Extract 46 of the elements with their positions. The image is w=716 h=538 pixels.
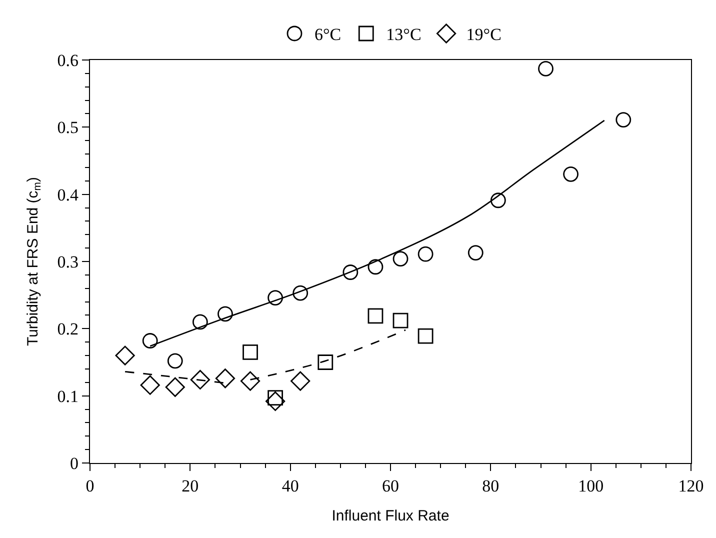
- x-tick-label: 40: [282, 476, 299, 496]
- point: [165, 377, 185, 397]
- point: [392, 251, 408, 267]
- x-tick-label: 60: [382, 476, 399, 496]
- point: [266, 391, 286, 412]
- legend-label: 19°C: [466, 25, 502, 44]
- point: [192, 314, 208, 330]
- y-tick-label: 0.3: [57, 252, 78, 272]
- x-tick-label: 80: [482, 476, 500, 496]
- legend-label: 13°C: [386, 25, 422, 44]
- y-tick-label: 0.1: [57, 386, 78, 406]
- y-tick-label: 0.2: [57, 320, 78, 339]
- x-tick-label: 0: [86, 476, 94, 496]
- y-tick-label: 0: [70, 454, 78, 473]
- point: [167, 353, 183, 369]
- point: [490, 192, 506, 208]
- point: [318, 354, 334, 370]
- point: [538, 61, 554, 76]
- point: [140, 375, 160, 395]
- point: [242, 344, 258, 360]
- point: [418, 246, 434, 262]
- y-tick-label: 0.4: [57, 185, 79, 204]
- legend-label: 6°C: [314, 25, 342, 44]
- point: [215, 368, 236, 388]
- y-tick-label: 0.6: [57, 50, 78, 70]
- point: [190, 370, 210, 390]
- point: [392, 312, 408, 328]
- x-axis-title: Influent Flux Rate: [332, 508, 450, 524]
- point: [115, 346, 135, 366]
- point: [418, 328, 434, 344]
- point: [368, 259, 384, 275]
- point: [292, 285, 308, 301]
- y-tick-label: 0.5: [57, 118, 78, 138]
- point: [616, 112, 632, 128]
- x-tick-label: 100: [578, 476, 604, 496]
- point: [218, 306, 233, 322]
- point: [468, 245, 484, 260]
- point: [240, 371, 260, 391]
- x-tick-label: 120: [678, 476, 704, 496]
- point: [368, 308, 384, 324]
- point: [342, 264, 358, 280]
- x-tick-label: 20: [182, 476, 199, 496]
- point: [268, 290, 284, 306]
- point: [563, 166, 578, 182]
- point: [290, 371, 310, 391]
- point: [142, 333, 158, 348]
